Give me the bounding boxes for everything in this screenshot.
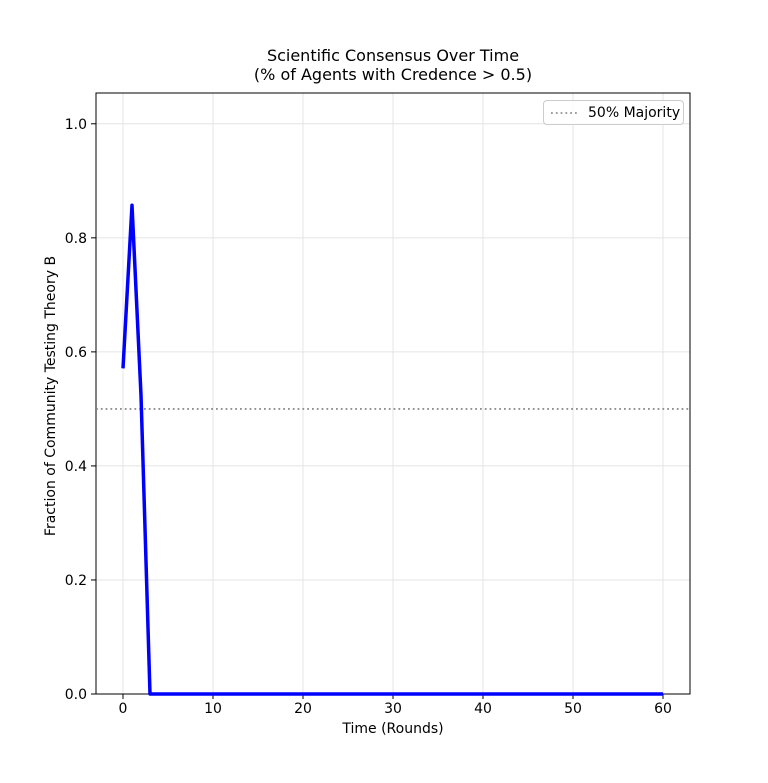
y-tick-label: 0.0	[65, 687, 87, 703]
x-tick-label: 0	[119, 701, 128, 717]
x-tick-label: 40	[474, 701, 492, 717]
x-tick-label: 30	[384, 701, 402, 717]
legend-dotted-line-icon	[551, 111, 578, 114]
chart-title: Scientific Consensus Over Time (% of Age…	[96, 46, 690, 84]
y-axis-label: Fraction of Community Testing Theory B	[43, 255, 59, 537]
x-axis-label: Time (Rounds)	[342, 721, 444, 737]
y-tick-label: 0.4	[65, 459, 87, 475]
y-tick-label: 0.6	[65, 345, 87, 361]
x-tick-label: 50	[564, 701, 582, 717]
x-tick-label: 20	[294, 701, 312, 717]
x-tick-label: 10	[204, 701, 222, 717]
y-tick-label: 0.8	[65, 231, 87, 247]
chart-title-line2: (% of Agents with Credence > 0.5)	[253, 65, 533, 84]
x-tick-label: 60	[654, 701, 672, 717]
y-tick-label: 0.2	[65, 573, 87, 589]
y-tick-label: 1.0	[65, 117, 87, 133]
legend: 50% Majority	[543, 100, 684, 125]
legend-label: 50% Majority	[588, 104, 681, 121]
consensus-line	[121, 203, 663, 696]
chart-title-line1: Scientific Consensus Over Time	[266, 46, 520, 65]
